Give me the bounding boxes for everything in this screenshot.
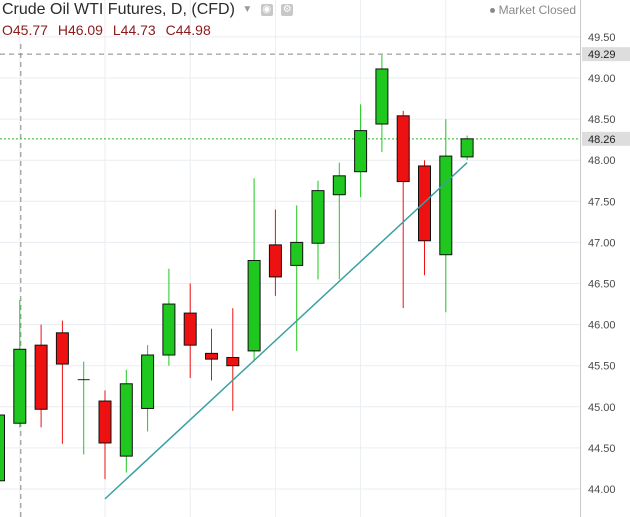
candle [77, 361, 90, 455]
candle-body [396, 115, 410, 183]
candle-body [460, 138, 474, 158]
candle [13, 299, 27, 428]
candle [119, 369, 133, 473]
symbol-title-text: Crude Oil WTI Futures, D, (CFD) [2, 1, 235, 18]
y-tick-label: 49.50 [588, 32, 616, 44]
candle [396, 110, 410, 309]
candle-body [183, 312, 197, 346]
candle [354, 104, 368, 198]
candle [55, 320, 69, 444]
candle [183, 283, 197, 379]
candle-body [375, 68, 389, 125]
close-value: C44.98 [165, 22, 211, 38]
candle-body [55, 332, 69, 365]
status-dot-icon [489, 8, 495, 14]
price-label: 48.26 [588, 134, 616, 146]
candle-body [226, 356, 240, 367]
candle [290, 205, 304, 351]
market-status-text: Market Closed [498, 3, 576, 17]
candle [0, 414, 5, 482]
y-tick-label: 45.00 [588, 402, 616, 414]
candle-body [290, 241, 304, 266]
gear-icon[interactable]: ⚙ [281, 3, 294, 16]
y-tick-label: 44.50 [588, 443, 616, 455]
y-tick-label: 44.00 [588, 484, 616, 496]
candle-body [162, 303, 176, 356]
candle [34, 324, 48, 428]
y-tick-label: 47.00 [588, 237, 616, 249]
visibility-icon[interactable]: ◉ [260, 3, 273, 16]
candle-body [418, 165, 431, 242]
market-status: Market Closed [489, 3, 576, 17]
candle [247, 178, 261, 362]
candle-body [205, 352, 218, 360]
candle [439, 119, 453, 313]
candle-body [141, 354, 155, 409]
candle-body [98, 400, 112, 444]
candle-body [34, 344, 48, 410]
candle-body [354, 130, 368, 173]
ohlc-values: O45.77 H46.09 L44.73 C44.98 [2, 22, 217, 38]
candle [332, 162, 346, 280]
candle [98, 390, 112, 480]
candle-body [0, 414, 5, 482]
candle [460, 135, 474, 161]
open-value: O45.77 [2, 22, 48, 38]
candle-body [439, 155, 453, 256]
trendline [104, 162, 468, 500]
symbol-title[interactable]: Crude Oil WTI Futures, D, (CFD) ▼ ◉ ⚙ [2, 1, 294, 19]
grid [0, 0, 580, 517]
candle-body [268, 244, 282, 278]
price-label: 49.29 [588, 49, 616, 61]
price-label-bg [582, 131, 630, 146]
candle [162, 268, 176, 366]
candle [226, 308, 240, 411]
candle [205, 328, 218, 381]
y-tick-label: 48.50 [588, 114, 616, 126]
candle-body [332, 175, 346, 196]
chart-legend: Crude Oil WTI Futures, D, (CFD) ▼ ◉ ⚙ O4… [0, 0, 580, 44]
y-tick-label: 45.50 [588, 361, 616, 373]
candle [311, 180, 325, 280]
high-value: H46.09 [57, 22, 103, 38]
candle [375, 54, 389, 152]
candle-body [311, 190, 325, 244]
low-value: L44.73 [112, 22, 156, 38]
y-tick-label: 46.50 [588, 279, 616, 291]
candle [141, 345, 155, 432]
y-tick-label: 49.00 [588, 73, 616, 85]
price-label-bg [582, 47, 630, 62]
candle [268, 209, 282, 296]
candle [418, 160, 431, 276]
y-tick-label: 47.50 [588, 196, 616, 208]
candle-body [119, 383, 133, 457]
chevron-down-icon[interactable]: ▼ [242, 4, 253, 16]
candle-body [13, 348, 27, 424]
y-tick-label: 48.00 [588, 155, 616, 167]
y-tick-label: 46.00 [588, 320, 616, 332]
candle-body [247, 259, 261, 352]
